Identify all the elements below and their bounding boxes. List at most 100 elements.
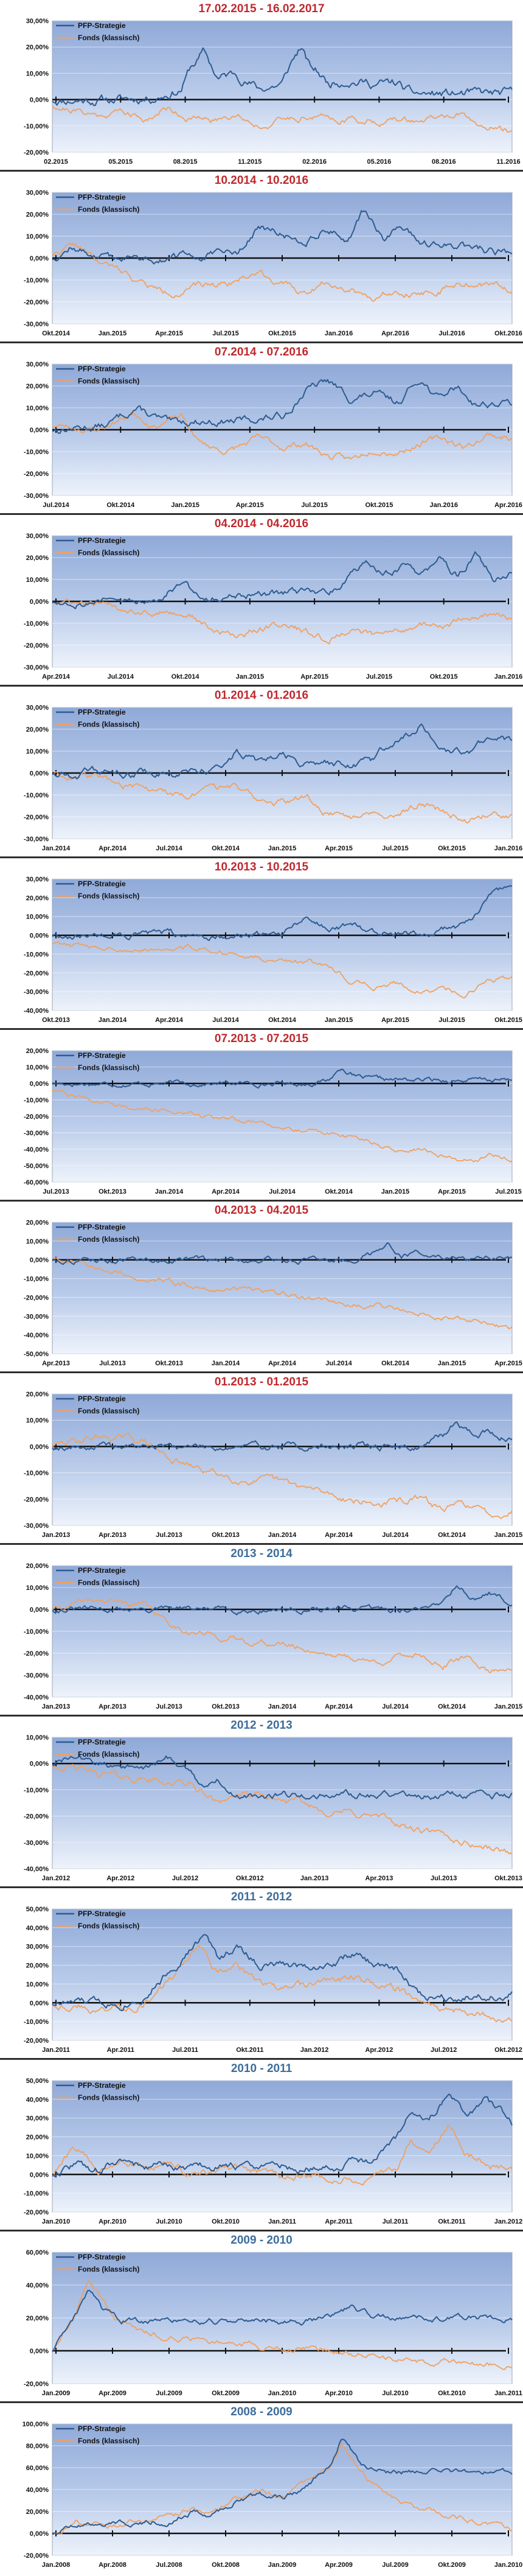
- chart-legend: PFP-Strategie Fonds (klassisch): [56, 536, 139, 557]
- legend-label-pfp: PFP-Strategie: [78, 1223, 126, 1231]
- y-tick-label: 10,00%: [26, 1417, 49, 1424]
- legend-label-pfp: PFP-Strategie: [78, 2081, 126, 2090]
- x-tick-label: Apr.2013: [99, 1531, 126, 1539]
- x-tick-label: Okt.2014: [268, 1017, 297, 1024]
- x-tick-label: Okt.2015: [438, 845, 466, 852]
- y-tick-label: 10,00%: [26, 70, 49, 77]
- y-tick-label: -20,00%: [24, 1113, 49, 1121]
- x-tick-label: Okt.2015: [430, 673, 458, 681]
- x-tick-label: Jul.2016: [438, 330, 465, 337]
- y-tick-label: -20,00%: [24, 149, 49, 156]
- chart-panel: 07.2014 - 07.2016 -30,00% -20,00% -10,00% 0,…: [0, 343, 523, 515]
- series-line-fonds: [52, 1433, 513, 1519]
- x-tick-label: Okt.2013: [155, 1360, 183, 1367]
- x-tick-label: Okt.2009: [438, 2561, 466, 2569]
- legend-label-pfp: PFP-Strategie: [78, 2253, 126, 2261]
- x-tick-label: Okt.2009: [212, 2390, 240, 2397]
- y-tick-label: 20,00%: [26, 1219, 49, 1227]
- y-tick-label: 20,00%: [26, 383, 49, 390]
- y-tick-label: 0,00%: [30, 2348, 49, 2355]
- x-tick-label: Apr.2014: [155, 1017, 184, 1024]
- y-tick-label: 0,00%: [30, 1606, 49, 1614]
- y-tick-label: -20,00%: [24, 2552, 49, 2560]
- x-tick-label: Okt.2008: [212, 2561, 240, 2569]
- x-tick-label: Okt.2014: [212, 845, 240, 852]
- x-tick-label: Okt.2013: [494, 1875, 522, 1882]
- x-tick-label: Okt.2013: [212, 1531, 240, 1539]
- x-tick-label: Jul.2014: [382, 1703, 409, 1710]
- y-tick-label: 100,00%: [23, 2421, 49, 2428]
- panel-divider: [0, 1028, 523, 1030]
- chart-title: 2013 - 2014: [230, 1547, 293, 1560]
- line-chart: -40,00% -30,00% -20,00% -10,00% 0,00% 10,00% J…: [24, 1734, 522, 1882]
- y-tick-label: 10,00%: [26, 914, 49, 921]
- series-line-pfp: [52, 723, 513, 780]
- panel-divider: [0, 1371, 523, 1373]
- legend-label-fonds: Fonds (klassisch): [78, 2437, 139, 2445]
- y-tick-label: 20,00%: [26, 44, 49, 51]
- legend-label-pfp: PFP-Strategie: [78, 193, 126, 201]
- panel-divider: [0, 685, 523, 687]
- legend-label-fonds: Fonds (klassisch): [78, 1922, 139, 1930]
- chart-legend: PFP-Strategie Fonds (klassisch): [56, 708, 139, 729]
- series-line-fonds: [52, 1598, 513, 1673]
- chart-legend: PFP-Strategie Fonds (klassisch): [56, 1051, 139, 1072]
- x-tick-label: Jan.2014: [212, 1360, 240, 1367]
- y-tick-label: 40,00%: [26, 2096, 49, 2104]
- chart-panel: 2008 - 2009 -20,00% 0,00% 20,00% 40,00% 60,00…: [0, 2403, 523, 2575]
- legend-label-pfp: PFP-Strategie: [78, 1909, 126, 1918]
- x-tick-label: 05.2015: [108, 158, 133, 166]
- x-tick-label: Apr.2010: [99, 2218, 126, 2225]
- x-tick-label: Jan.2014: [42, 845, 71, 852]
- series-line-pfp: [52, 1585, 513, 1615]
- x-tick-label: Jan.2015: [325, 1017, 353, 1024]
- y-tick-label: -20,00%: [24, 642, 49, 649]
- x-tick-label: Okt.2010: [212, 2218, 240, 2225]
- y-tick-label: -30,00%: [24, 492, 49, 500]
- y-tick-label: 80,00%: [26, 2443, 49, 2450]
- x-tick-label: Jan.2010: [268, 2390, 296, 2397]
- x-tick-label: 05.2016: [367, 158, 392, 166]
- y-tick-label: -10,00%: [24, 620, 49, 628]
- y-tick-label: 10,00%: [26, 1064, 49, 1071]
- y-tick-label: 40,00%: [26, 2487, 49, 2494]
- chart-title: 07.2014 - 07.2016: [214, 346, 309, 359]
- x-tick-label: Okt.2014: [42, 330, 71, 337]
- x-tick-label: Apr.2015: [438, 1188, 466, 1195]
- x-tick-label: Okt.2014: [171, 673, 200, 681]
- panel-divider: [0, 2401, 523, 2403]
- x-tick-label: Jul.2012: [172, 1875, 198, 1882]
- legend-label-pfp: PFP-Strategie: [78, 1738, 126, 1746]
- chart-title: 17.02.2015 - 16.02.2017: [198, 2, 325, 15]
- x-tick-label: Okt.2011: [438, 2218, 465, 2225]
- x-tick-label: Jan.2015: [268, 845, 296, 852]
- legend-label-fonds: Fonds (klassisch): [78, 1750, 139, 1759]
- series-line-fonds: [52, 1945, 513, 2023]
- y-tick-label: 30,00%: [26, 1944, 49, 1951]
- y-tick-label: -10,00%: [24, 449, 49, 456]
- chart-legend: PFP-Strategie Fonds (klassisch): [56, 2424, 139, 2445]
- x-tick-label: Jan.2008: [42, 2561, 70, 2569]
- line-chart: -30,00% -20,00% -10,00% 0,00% 10,00% 20,00% 30…: [24, 189, 522, 337]
- x-tick-label: Jan.2015: [438, 1360, 466, 1367]
- legend-label-fonds: Fonds (klassisch): [78, 892, 139, 900]
- panel-divider: [0, 2230, 523, 2231]
- chart-title: 10.2014 - 10.2016: [214, 174, 309, 187]
- chart-legend: PFP-Strategie Fonds (klassisch): [56, 365, 139, 385]
- y-tick-label: -40,00%: [24, 1146, 49, 1153]
- x-tick-label: Jul.2011: [383, 2218, 409, 2225]
- chart-panel: 04.2014 - 04.2016 -30,00% -20,00% -10,00% 0,…: [0, 515, 523, 687]
- x-tick-label: Okt.2014: [106, 502, 135, 509]
- legend-label-pfp: PFP-Strategie: [78, 1051, 126, 1060]
- x-tick-label: Jul.2014: [382, 1531, 409, 1539]
- y-tick-label: 30,00%: [26, 18, 49, 25]
- x-tick-label: Jul.2015: [301, 502, 327, 509]
- plot-area: [52, 1908, 513, 2041]
- y-tick-label: -10,00%: [24, 123, 49, 130]
- x-tick-label: Jul.2015: [382, 845, 408, 852]
- chart-panel: 07.2013 - 07.2015 -60,00% -50,00% -40,00% -3…: [0, 1030, 523, 1202]
- y-tick-label: -50,00%: [24, 1163, 49, 1170]
- legend-label-fonds: Fonds (klassisch): [78, 1235, 139, 1244]
- x-tick-label: Jan.2009: [268, 2561, 296, 2569]
- y-tick-label: 0,00%: [30, 427, 49, 434]
